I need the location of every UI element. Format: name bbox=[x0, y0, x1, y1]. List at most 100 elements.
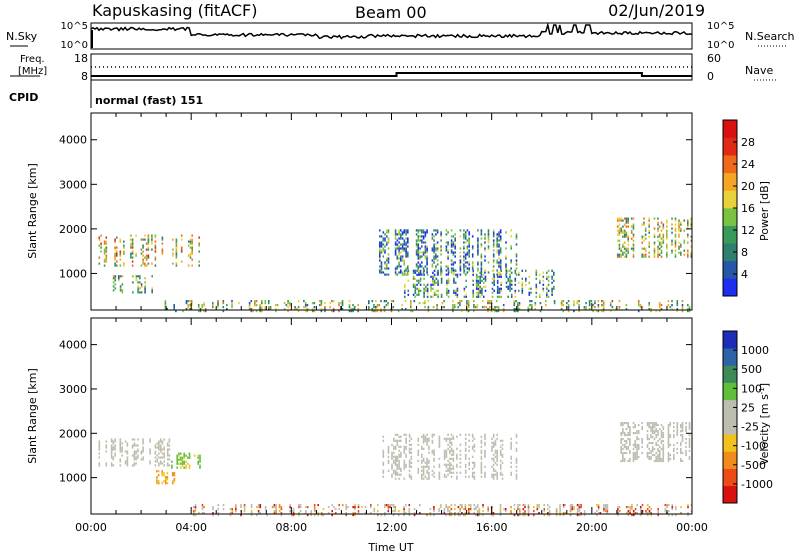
heatmap-cell bbox=[468, 255, 470, 258]
heatmap-cell bbox=[542, 289, 545, 292]
heatmap-cell bbox=[407, 245, 409, 248]
heatmap-cell bbox=[243, 506, 246, 509]
heatmap-cell bbox=[161, 482, 163, 485]
heatmap-cell bbox=[121, 291, 124, 294]
heatmap-cell bbox=[480, 243, 483, 246]
heatmap-cell bbox=[421, 445, 423, 448]
heatmap-cell bbox=[240, 514, 242, 517]
heatmap-cell bbox=[622, 235, 624, 238]
heatmap-cell bbox=[505, 255, 507, 258]
heatmap-cell bbox=[688, 439, 691, 443]
heatmap-cell bbox=[646, 436, 649, 439]
heatmap-cell bbox=[667, 439, 670, 443]
heatmap-cell bbox=[264, 506, 267, 509]
heatmap-cell bbox=[345, 506, 347, 509]
heatmap-cell bbox=[466, 253, 469, 256]
heatmap-cell bbox=[505, 275, 508, 278]
heatmap-cell bbox=[653, 424, 656, 427]
heatmap-cell bbox=[98, 262, 101, 265]
heatmap-cell bbox=[387, 510, 390, 513]
heatmap-cell bbox=[496, 473, 498, 476]
heatmap-cell bbox=[189, 254, 192, 257]
heatmap-cell bbox=[492, 459, 495, 462]
heatmap-cell bbox=[653, 426, 656, 429]
heatmap-cell bbox=[324, 306, 326, 309]
heatmap-cell bbox=[414, 291, 417, 294]
heatmap-cell bbox=[452, 459, 455, 462]
heatmap-cell bbox=[662, 239, 665, 242]
heatmap-cell bbox=[154, 450, 157, 453]
heatmap-cell bbox=[667, 438, 670, 441]
heatmap-cell bbox=[648, 506, 651, 509]
heatmap-cell bbox=[456, 275, 459, 278]
heatmap-cell bbox=[493, 283, 495, 286]
heatmap-cell bbox=[389, 504, 391, 507]
heatmap-cell bbox=[421, 459, 423, 462]
heatmap-cell bbox=[657, 235, 659, 238]
heatmap-cell bbox=[191, 246, 193, 249]
heatmap-cell bbox=[393, 451, 395, 454]
heatmap-cell bbox=[609, 304, 612, 307]
heatmap-cell bbox=[396, 471, 399, 474]
heatmap-cell bbox=[123, 250, 125, 253]
heatmap-cell bbox=[424, 249, 427, 252]
heatmap-cell bbox=[132, 275, 134, 278]
heatmap-cell bbox=[492, 477, 495, 480]
heatmap-cell bbox=[513, 300, 516, 303]
heatmap-cell bbox=[417, 261, 420, 264]
heatmap-cell bbox=[475, 506, 477, 509]
heatmap-cell bbox=[431, 469, 434, 472]
heatmap-cell bbox=[680, 227, 682, 230]
heatmap-cell bbox=[421, 469, 423, 472]
heatmap-cell bbox=[501, 455, 504, 458]
heatmap-cell bbox=[627, 225, 629, 228]
heatmap-cell bbox=[452, 269, 455, 272]
heatmap-cell bbox=[510, 506, 512, 509]
heatmap-cell bbox=[641, 439, 643, 443]
heatmap-cell bbox=[632, 255, 635, 258]
heatmap-cell bbox=[430, 275, 432, 278]
heatmap-cell bbox=[453, 304, 456, 307]
heatmap-cell bbox=[515, 300, 517, 303]
heatmap-cell bbox=[384, 263, 386, 266]
heatmap-cell bbox=[456, 477, 458, 480]
heatmap-cell bbox=[403, 445, 406, 448]
heatmap-cell bbox=[687, 221, 689, 224]
heatmap-cell bbox=[144, 285, 146, 288]
heatmap-cell bbox=[124, 462, 127, 465]
heatmap-cell bbox=[257, 504, 260, 507]
heatmap-cell bbox=[197, 456, 199, 459]
heatmap-cell bbox=[394, 508, 397, 511]
heatmap-cell bbox=[627, 447, 629, 451]
heatmap-cell bbox=[103, 264, 106, 267]
heatmap-cell bbox=[498, 261, 500, 264]
heatmap-cell bbox=[676, 428, 679, 431]
heatmap-cell bbox=[419, 279, 422, 282]
heatmap-cell bbox=[553, 271, 555, 274]
heatmap-cell bbox=[379, 241, 381, 244]
heatmap-cell bbox=[636, 449, 638, 453]
heatmap-cell bbox=[623, 251, 626, 254]
heatmap-cell bbox=[121, 275, 124, 278]
heatmap-cell bbox=[622, 245, 624, 248]
heatmap-cell bbox=[332, 308, 335, 311]
heatmap-cell bbox=[118, 279, 120, 282]
heatmap-cell bbox=[261, 300, 263, 303]
heatmap-cell bbox=[617, 514, 619, 517]
heatmap-cell bbox=[379, 245, 381, 248]
heatmap-cell bbox=[480, 475, 483, 478]
heatmap-cell bbox=[405, 504, 407, 507]
heatmap-cell bbox=[487, 271, 490, 274]
heatmap-cell bbox=[655, 441, 657, 445]
heatmap-cell bbox=[466, 267, 469, 270]
heatmap-cell bbox=[685, 422, 687, 425]
heatmap-cell bbox=[422, 473, 425, 476]
heatmap-cell bbox=[190, 308, 193, 311]
heatmap-cell bbox=[133, 458, 136, 461]
heatmap-cell bbox=[496, 245, 498, 248]
heatmap-cell bbox=[555, 508, 558, 511]
heatmap-cell bbox=[139, 281, 141, 284]
heatmap-cell bbox=[476, 514, 479, 517]
heatmap-cell bbox=[674, 229, 677, 232]
heatmap-cell bbox=[513, 308, 516, 311]
